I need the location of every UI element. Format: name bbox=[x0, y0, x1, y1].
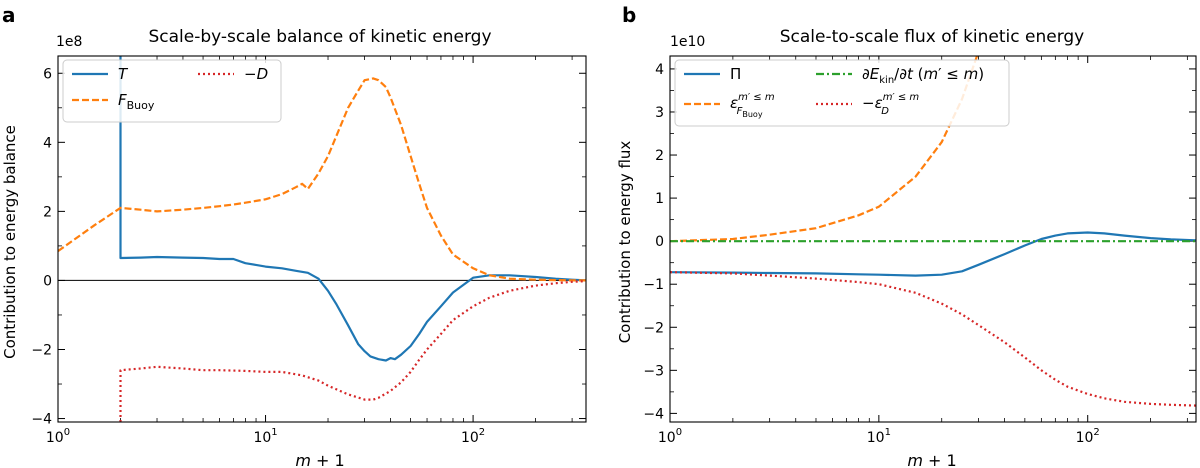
x-tick-label: 100 bbox=[658, 427, 682, 446]
panel-b-label: b bbox=[622, 3, 636, 27]
panel-a-ylabel: Contribution to energy balance bbox=[1, 125, 19, 359]
y-tick-label: 2 bbox=[43, 204, 52, 220]
series-line-a-2 bbox=[119, 280, 586, 422]
legend-label-eps-FBuoy: εm′ ≤ m FBuoy bbox=[730, 92, 775, 119]
panel-a-series bbox=[58, 56, 586, 422]
panel-a-title: Scale-by-scale balance of kinetic energy bbox=[148, 27, 491, 47]
series-line-a-1 bbox=[58, 77, 586, 282]
y-tick-label: 6 bbox=[43, 66, 52, 82]
panel-b-xlabel: m + 1 bbox=[907, 451, 956, 468]
panel-b: b Scale-to-scale flux of kinetic energy … bbox=[616, 3, 1197, 468]
panel-b-legend: Π εm′ ≤ m FBuoy ∂Ekin/∂t (m′ ≤ m) −εm′ ≤ … bbox=[674, 59, 1010, 127]
y-tick-label: 2 bbox=[655, 148, 664, 164]
panel-b-legend-box bbox=[674, 59, 1010, 127]
panel-b-ylabel: Contribution to energy flux bbox=[616, 141, 634, 344]
y-tick-label: −4 bbox=[643, 406, 664, 422]
y-tick-label: 4 bbox=[43, 135, 52, 151]
panel-a-xlabel: m + 1 bbox=[295, 451, 344, 468]
x-tick-label: 101 bbox=[867, 427, 891, 446]
y-tick-label: −1 bbox=[643, 277, 664, 293]
legend-label-Pi: Π bbox=[730, 65, 741, 83]
x-tick-label: 102 bbox=[1076, 427, 1100, 446]
x-tick-label: 100 bbox=[46, 427, 70, 446]
y-tick-label: −2 bbox=[31, 342, 52, 358]
x-tick-label: 101 bbox=[253, 427, 277, 446]
panel-b-series bbox=[670, 56, 1196, 407]
panel-b-ticks: 100 101 102 −4 −3 −2 −1 0 1 2 3 4 bbox=[643, 56, 1196, 446]
y-tick-label: 4 bbox=[655, 62, 664, 78]
series-line-b-1 bbox=[670, 56, 979, 243]
panel-a: a Scale-by-scale balance of kinetic ener… bbox=[1, 3, 587, 468]
panel-b-title: Scale-to-scale flux of kinetic energy bbox=[780, 27, 1085, 47]
series-line-a-0 bbox=[119, 56, 586, 362]
panel-a-legend-box bbox=[62, 59, 282, 123]
y-tick-label: 0 bbox=[655, 234, 664, 250]
panel-a-legend: T FBuoy −D bbox=[62, 59, 282, 123]
legend-label-D: −D bbox=[244, 65, 268, 83]
legend-label-FBuoy: FBuoy bbox=[118, 91, 155, 112]
legend-label-T: T bbox=[118, 65, 129, 83]
panel-b-offset-text: 1e10 bbox=[670, 34, 705, 50]
panel-a-label: a bbox=[2, 3, 16, 27]
y-tick-label: −4 bbox=[31, 412, 52, 428]
y-tick-label: −3 bbox=[643, 363, 664, 379]
series-line-b-0 bbox=[670, 231, 1196, 277]
y-tick-label: 0 bbox=[43, 273, 52, 289]
x-tick-label: 102 bbox=[461, 427, 485, 446]
y-tick-label: 1 bbox=[655, 191, 664, 207]
y-tick-label: −2 bbox=[643, 320, 664, 336]
y-tick-label: 3 bbox=[655, 105, 664, 121]
panel-b-frame bbox=[669, 55, 1197, 423]
panel-a-frame bbox=[57, 55, 587, 423]
panel-a-offset-text: 1e8 bbox=[56, 34, 82, 50]
panel-a-ticks: 100 101 102 −4 −2 0 2 4 6 bbox=[31, 56, 586, 446]
series-line-b-3 bbox=[670, 271, 1196, 407]
